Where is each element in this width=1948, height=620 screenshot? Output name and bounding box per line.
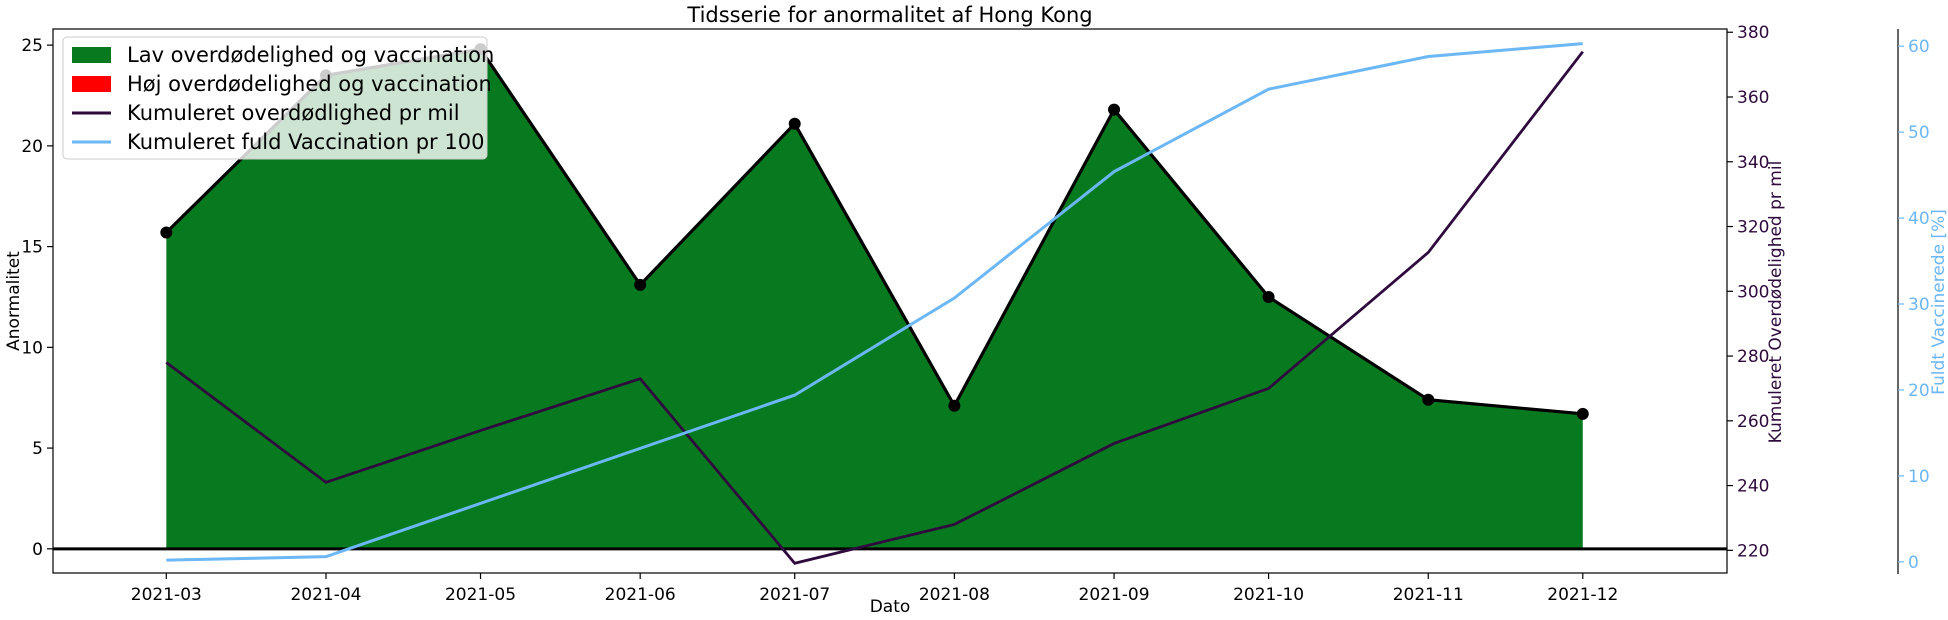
y-tick-label: 25 <box>21 36 43 56</box>
y3-tick-label: 50 <box>1908 123 1930 143</box>
y2-tick-label: 300 <box>1737 282 1769 302</box>
x-tick-label: 2021-10 <box>1233 585 1304 605</box>
x-tick-label: 2021-05 <box>445 585 516 605</box>
y2-tick-label: 320 <box>1737 218 1769 238</box>
plot-frame <box>52 28 1728 574</box>
mortality-line <box>165 50 1584 565</box>
x-tick-label: 2021-03 <box>131 585 202 605</box>
legend-swatch <box>72 47 111 63</box>
y3-tick-label: 20 <box>1908 381 1930 401</box>
anomaly-point <box>1422 393 1435 406</box>
y3-tick-label: 0 <box>1908 553 1919 573</box>
y3-tick-label: 60 <box>1908 37 1930 57</box>
anomaly-point <box>160 226 173 239</box>
x-tick-label: 2021-04 <box>290 585 361 605</box>
y2-tick-label: 340 <box>1737 153 1769 173</box>
anomaly-point <box>788 117 801 130</box>
x-tick-label: 2021-06 <box>605 585 676 605</box>
legend-label: Høj overdødelighed og vaccination <box>127 72 492 96</box>
y-tick-label: 10 <box>21 338 43 358</box>
legend-label: Kumuleret fuld Vaccination pr 100 <box>127 130 484 154</box>
y2-axis-label: Kumuleret Overdødelighed pr mil <box>1766 161 1786 444</box>
anomaly-point <box>948 399 961 412</box>
x-tick-label: 2021-09 <box>1079 585 1150 605</box>
y-tick-label: 5 <box>32 439 43 459</box>
y3-tick-label: 40 <box>1908 209 1930 229</box>
anomaly-point <box>1108 103 1121 116</box>
y2-tick-label: 280 <box>1737 347 1769 367</box>
y2-tick-label: 240 <box>1737 477 1769 497</box>
legend-label: Kumuleret overdødlighed pr mil <box>127 101 460 125</box>
low-anomaly-area <box>166 49 1583 549</box>
x-tick-label: 2021-08 <box>919 585 990 605</box>
y2-tick-label: 360 <box>1737 88 1769 108</box>
y-tick-label: 0 <box>32 540 43 560</box>
legend-label: Lav overdødelighed og vaccination <box>127 43 494 67</box>
y-tick-label: 15 <box>21 238 43 258</box>
y3-axis-label: Fuldt Vaccinerede [%] <box>1929 209 1948 395</box>
y2-tick-label: 260 <box>1737 412 1769 432</box>
y3-tick-label: 30 <box>1908 295 1930 315</box>
x-tick-label: 2021-07 <box>759 585 830 605</box>
x-axis-label: Dato <box>870 597 911 617</box>
y2-tick-label: 220 <box>1737 541 1769 561</box>
y2-tick-label: 380 <box>1737 23 1769 43</box>
x-tick-label: 2021-12 <box>1547 585 1618 605</box>
anomaly-point <box>634 278 647 291</box>
x-tick-label: 2021-11 <box>1393 585 1464 605</box>
y-tick-label: 20 <box>21 137 43 157</box>
chart-title: Tidsserie for anormalitet af Hong Kong <box>686 3 1092 27</box>
legend-swatch <box>72 76 111 92</box>
anomaly-point <box>1262 290 1275 303</box>
y-axis-label: Anormalitet <box>4 251 24 351</box>
y3-tick-label: 10 <box>1908 467 1930 487</box>
anomaly-point <box>1576 407 1589 420</box>
vaccination-line <box>166 42 1583 562</box>
legend-box <box>62 36 488 160</box>
